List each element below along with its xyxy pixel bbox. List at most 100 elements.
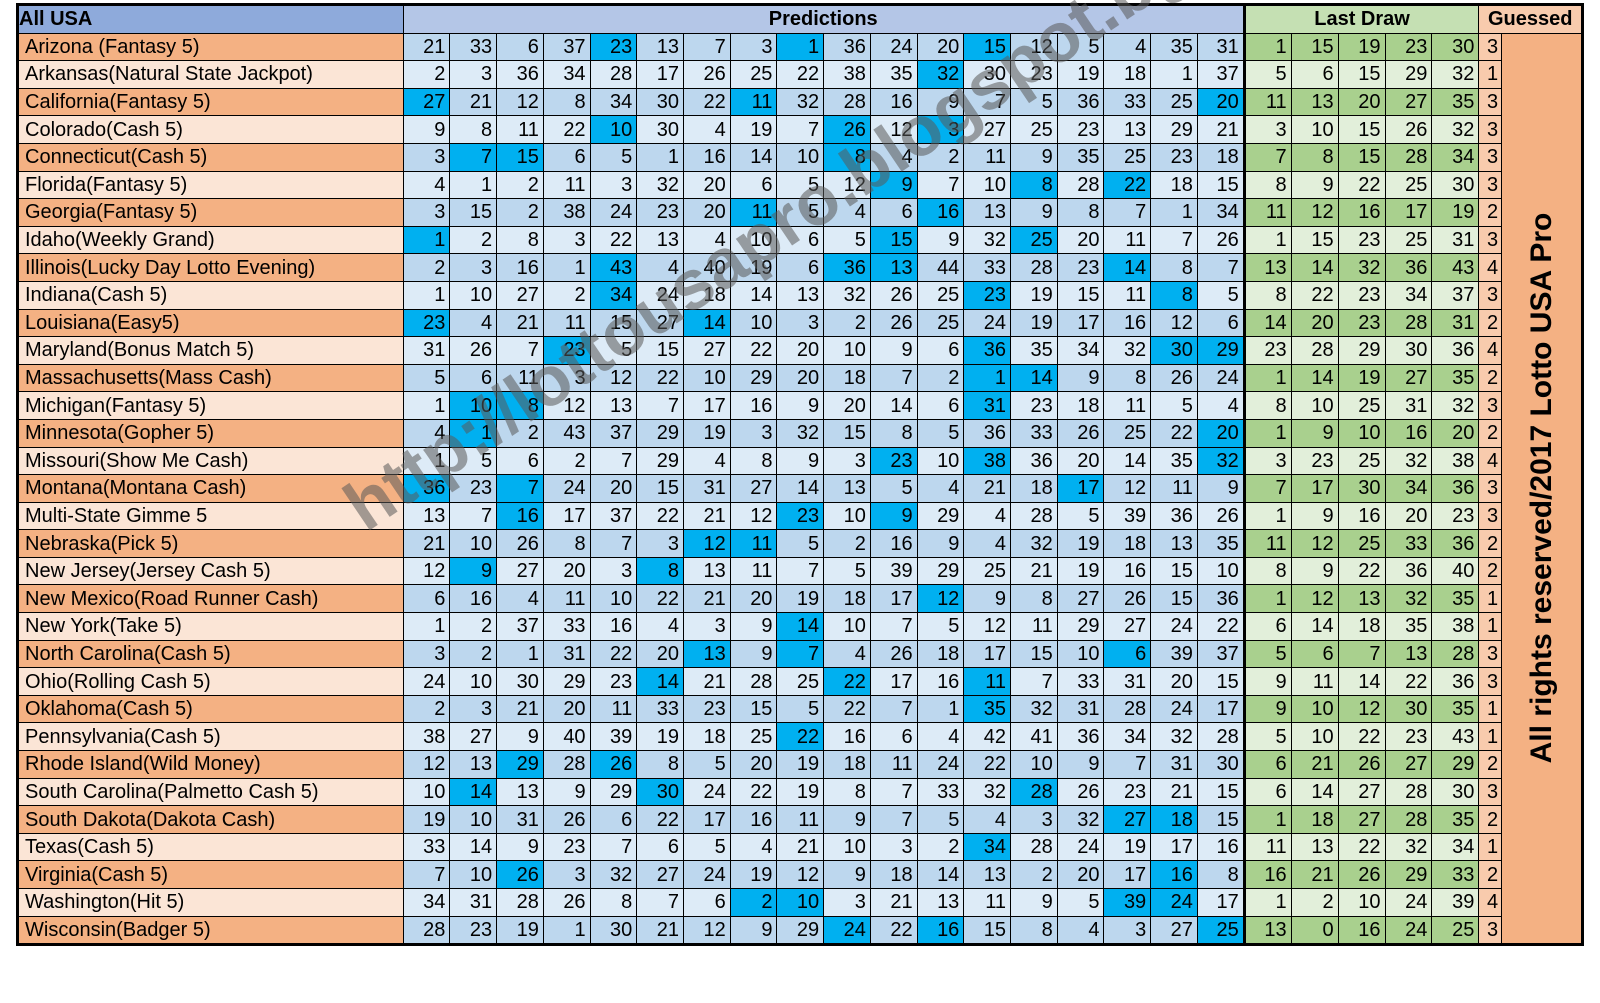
prediction-cell: 3 — [449, 694, 498, 724]
prediction-cell: 11 — [869, 750, 918, 779]
state-name: Rhode Island(Wild Money) — [17, 750, 404, 779]
prediction-cell: 22 — [776, 60, 825, 89]
prediction-cell-hit: 18 — [1150, 805, 1198, 834]
prediction-cell: 13 — [449, 750, 498, 779]
last-draw-cell: 20 — [1290, 308, 1339, 338]
prediction-cell: 16 — [729, 391, 778, 420]
last-draw-cell: 15 — [1290, 32, 1339, 62]
state-name: Multi-State Gimme 5 — [17, 501, 404, 531]
guessed-count: 1 — [1478, 60, 1503, 89]
prediction-cell: 4 — [402, 418, 451, 448]
last-draw-cell: 8 — [1290, 142, 1339, 172]
prediction-cell: 19 — [1056, 60, 1105, 89]
last-draw-cell: 22 — [1337, 722, 1386, 752]
prediction-cell: 4 — [402, 170, 451, 200]
prediction-cell: 6 — [589, 805, 638, 834]
last-draw-cell: 28 — [1384, 142, 1433, 172]
prediction-cell: 20 — [1056, 225, 1105, 255]
last-draw-cell: 21 — [1290, 860, 1339, 889]
last-draw-cell: 36 — [1384, 556, 1433, 586]
prediction-cell: 17 — [1196, 694, 1245, 724]
prediction-cell: 22 — [589, 225, 638, 255]
prediction-cell: 39 — [1103, 501, 1152, 531]
prediction-cell: 9 — [776, 446, 825, 476]
prediction-cell: 7 — [963, 87, 1012, 117]
table-row: Minnesota(Gopher 5) 4 1 2 43 37 29 19 3 32 15 8 5 36 3… — [17, 418, 1583, 448]
state-name: Ohio(Rolling Cash 5) — [17, 667, 404, 696]
last-draw-cell: 1 — [1242, 501, 1292, 531]
prediction-cell: 8 — [1150, 253, 1198, 282]
prediction-cell: 3 — [776, 308, 825, 338]
last-draw-cell: 15 — [1337, 60, 1386, 89]
prediction-cell: 19 — [729, 115, 778, 144]
prediction-cell: 11 — [1103, 391, 1152, 420]
last-draw-cell: 11 — [1242, 87, 1292, 117]
prediction-cell: 2 — [542, 446, 591, 476]
prediction-cell: 18 — [683, 722, 731, 752]
prediction-cell: 23 — [1010, 60, 1058, 89]
last-draw-cell: 27 — [1337, 805, 1386, 834]
prediction-cell: 22 — [589, 639, 638, 669]
prediction-cell: 9 — [729, 612, 778, 641]
prediction-cell-hit: 14 — [776, 612, 825, 641]
last-draw-cell: 29 — [1337, 336, 1386, 365]
prediction-cell-hit: 12 — [683, 529, 731, 558]
prediction-cell: 32 — [1010, 529, 1058, 558]
prediction-cell: 27 — [636, 308, 684, 338]
prediction-cell: 21 — [869, 888, 918, 917]
prediction-cell: 12 — [869, 115, 918, 144]
last-draw-cell: 14 — [1242, 308, 1292, 338]
state-name: Florida(Fantasy 5) — [17, 170, 404, 200]
prediction-cell: 35 — [1010, 336, 1058, 365]
last-draw-cell: 15 — [1290, 225, 1339, 255]
prediction-cell: 18 — [683, 280, 731, 310]
prediction-cell: 14 — [449, 832, 498, 862]
prediction-cell: 14 — [1103, 446, 1152, 476]
last-draw-cell: 11 — [1242, 529, 1292, 558]
guessed-count: 2 — [1478, 529, 1503, 558]
prediction-cell: 21 — [636, 915, 684, 946]
last-draw-cell: 22 — [1384, 667, 1433, 696]
prediction-cell: 13 — [916, 888, 965, 917]
prediction-cell: 32 — [589, 860, 638, 889]
prediction-cell: 4 — [963, 805, 1012, 834]
prediction-cell-hit: 10 — [589, 115, 638, 144]
last-draw-cell: 28 — [1384, 805, 1433, 834]
prediction-cell-hit: 11 — [729, 529, 778, 558]
prediction-cell: 7 — [869, 777, 918, 807]
prediction-cell: 37 — [542, 32, 591, 62]
prediction-cell: 10 — [449, 667, 498, 696]
last-draw-cell: 16 — [1337, 198, 1386, 227]
last-draw-cell: 32 — [1384, 446, 1433, 476]
last-draw-cell: 35 — [1431, 805, 1480, 834]
prediction-cell-hit: 10 — [776, 888, 825, 917]
prediction-cell: 8 — [823, 777, 871, 807]
state-name: Colorado(Cash 5) — [17, 115, 404, 144]
prediction-cell: 18 — [823, 750, 871, 779]
prediction-cell: 3 — [683, 612, 731, 641]
prediction-cell: 19 — [729, 253, 778, 282]
prediction-cell: 4 — [963, 501, 1012, 531]
prediction-cell: 26 — [869, 308, 918, 338]
last-draw-cell: 21 — [1290, 750, 1339, 779]
prediction-cell: 8 — [636, 750, 684, 779]
prediction-cell: 9 — [542, 777, 591, 807]
prediction-cell: 3 — [729, 418, 778, 448]
prediction-cell: 1 — [636, 142, 684, 172]
prediction-cell: 9 — [869, 336, 918, 365]
last-draw-cell: 34 — [1384, 280, 1433, 310]
prediction-cell: 6 — [869, 722, 918, 752]
last-draw-cell: 3 — [1242, 446, 1292, 476]
prediction-cell: 13 — [496, 777, 544, 807]
prediction-cell: 11 — [589, 694, 638, 724]
prediction-cell-hit: 9 — [449, 556, 498, 586]
prediction-cell-hit: 16 — [916, 198, 965, 227]
prediction-cell: 29 — [542, 667, 591, 696]
guessed-count: 3 — [1478, 142, 1503, 172]
prediction-cell-hit: 22 — [1103, 170, 1152, 200]
prediction-cell: 5 — [776, 170, 825, 200]
prediction-cell: 22 — [963, 750, 1012, 779]
prediction-cell: 28 — [589, 60, 638, 89]
prediction-cell-hit: 14 — [683, 308, 731, 338]
prediction-cell: 5 — [1056, 32, 1105, 62]
